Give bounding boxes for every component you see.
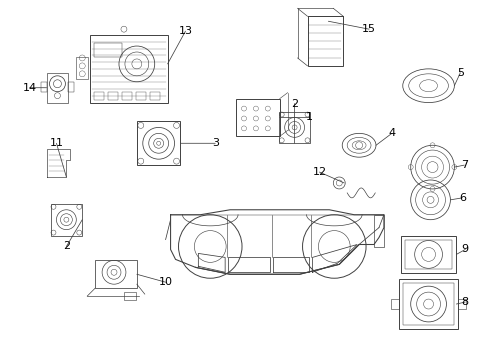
Bar [95, 260, 137, 288]
Text: 11: 11 [49, 138, 63, 148]
Text: 15: 15 [361, 24, 375, 34]
Text: 2: 2 [290, 99, 298, 109]
Bar [108, 92, 118, 100]
Bar [136, 92, 145, 100]
Bar [307, 16, 343, 66]
Bar [76, 57, 88, 79]
Text: 9: 9 [461, 244, 468, 255]
Text: 7: 7 [460, 160, 467, 170]
Bar [149, 92, 160, 100]
Text: 12: 12 [312, 167, 326, 177]
Bar [402, 283, 453, 325]
Bar [236, 99, 279, 136]
Bar [41, 82, 46, 92]
Text: 14: 14 [22, 83, 37, 93]
Bar [46, 73, 68, 103]
Bar [137, 121, 180, 165]
Bar [457, 299, 466, 309]
Bar [94, 43, 122, 57]
Bar [50, 204, 82, 235]
Text: 13: 13 [178, 26, 192, 36]
Text: 6: 6 [458, 193, 465, 203]
Text: 10: 10 [158, 277, 172, 287]
Bar [400, 235, 455, 273]
Bar [373, 215, 383, 247]
Text: 4: 4 [387, 129, 395, 138]
Bar [404, 239, 451, 269]
Bar [94, 92, 104, 100]
Text: 2: 2 [62, 242, 70, 252]
Text: 3: 3 [211, 138, 218, 148]
Bar [90, 35, 167, 103]
Bar [390, 299, 398, 309]
Text: 1: 1 [305, 112, 312, 122]
Bar [398, 279, 457, 329]
Bar [122, 92, 132, 100]
Bar [278, 112, 310, 143]
Bar [68, 82, 74, 92]
Text: 8: 8 [461, 297, 468, 307]
Bar [123, 292, 136, 300]
Text: 5: 5 [456, 68, 463, 78]
